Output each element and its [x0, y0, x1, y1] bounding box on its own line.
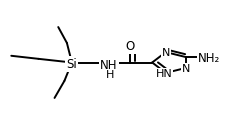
- Text: H: H: [106, 70, 114, 80]
- Text: N: N: [162, 48, 170, 58]
- Text: NH₂: NH₂: [198, 52, 220, 65]
- Text: NH: NH: [100, 59, 118, 72]
- Text: HN: HN: [156, 69, 173, 79]
- Text: O: O: [125, 40, 134, 53]
- Text: N: N: [182, 64, 190, 74]
- Text: Si: Si: [66, 58, 77, 70]
